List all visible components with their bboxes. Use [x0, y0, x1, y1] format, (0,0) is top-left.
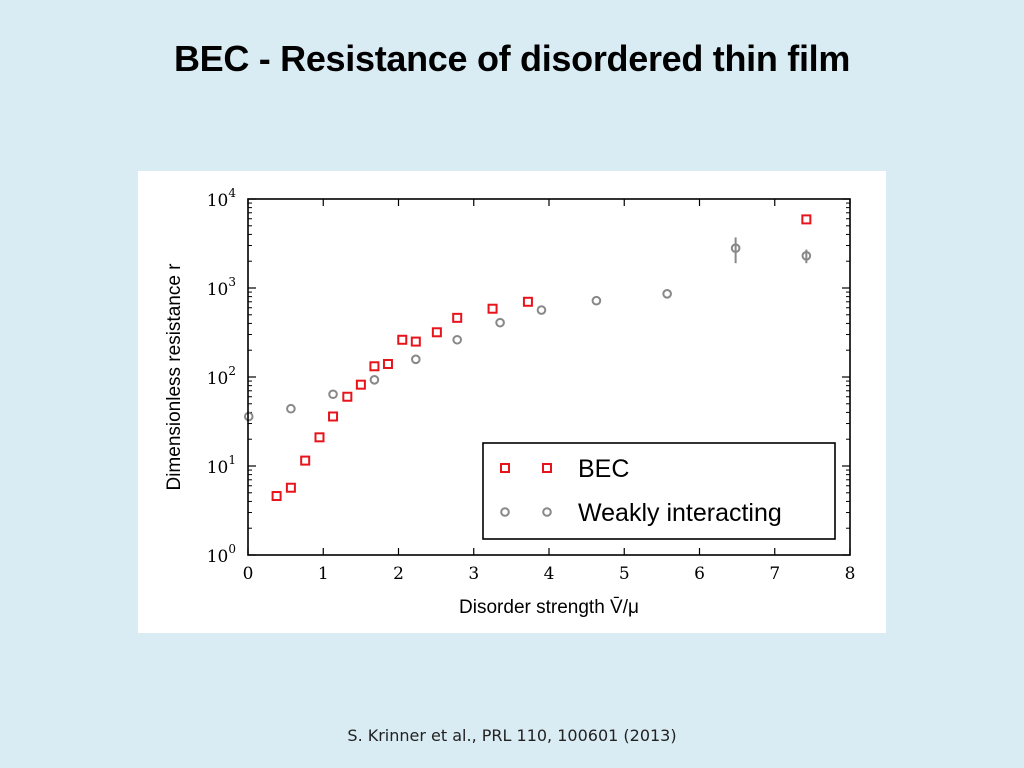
- citation: S. Krinner et al., PRL 110, 100601 (2013…: [347, 726, 677, 745]
- bec-point: [522, 296, 533, 307]
- weakly-interacting-point: [801, 251, 812, 261]
- x-tick-label: 1: [318, 564, 329, 584]
- weakly-interacting-point: [452, 334, 462, 345]
- bec-point: [342, 391, 353, 402]
- legend: BEC Weakly interacting: [482, 442, 836, 540]
- bec-point: [452, 312, 463, 323]
- slide-title: BEC - Resistance of disordered thin film: [173, 38, 851, 79]
- weakly-interacting-point: [411, 354, 421, 365]
- x-tick-label: 0: [243, 564, 254, 584]
- bec-point: [431, 327, 442, 338]
- bec-point: [369, 361, 380, 372]
- legend-marker-weakly-interacting: [542, 507, 552, 517]
- weakly-interacting-point: [328, 389, 338, 400]
- legend-marker-weakly-interacting: [500, 507, 510, 517]
- y-tick-label: 103: [207, 275, 236, 300]
- x-tick-label: 6: [694, 564, 705, 584]
- bec-point: [328, 411, 339, 422]
- legend-box: [482, 442, 836, 540]
- bec-point: [355, 379, 366, 390]
- bec-point: [271, 491, 282, 502]
- data-points: [243, 214, 812, 502]
- bec-point: [285, 482, 296, 493]
- x-tick-label: 2: [393, 564, 404, 584]
- bec-point: [487, 303, 498, 314]
- y-tick-label: 100: [207, 542, 236, 567]
- bec-point: [410, 336, 421, 347]
- weakly-interacting-point: [591, 295, 602, 306]
- legend-marker-bec: [542, 463, 552, 473]
- x-tick-label: 4: [544, 564, 555, 584]
- legend-label-bec: BEC: [578, 455, 629, 483]
- x-axis-label: Disorder strength V̄/μ: [459, 597, 639, 618]
- weakly-interacting-point: [536, 305, 547, 315]
- x-tick-label: 5: [619, 564, 630, 584]
- bec-point: [801, 214, 812, 225]
- y-axis-label: Dimensionless resistance r: [164, 263, 185, 491]
- bec-point: [314, 432, 325, 443]
- y-tick-label: 104: [207, 186, 237, 211]
- y-tick-label: 102: [207, 364, 236, 389]
- chart-figure: 0 1 2 3 4 5 6 7 8 100 101 102 103 104 Disorder streng…: [138, 171, 886, 633]
- weakly-interacting-point: [369, 375, 380, 385]
- weakly-interacting-point: [286, 403, 296, 414]
- y-tick-label: 101: [207, 453, 236, 478]
- x-tick-label: 8: [845, 564, 856, 584]
- legend-label-weakly-interacting: Weakly interacting: [578, 499, 782, 527]
- x-tick-label: 7: [769, 564, 780, 584]
- weakly-interacting-point: [495, 317, 505, 328]
- weakly-interacting-point: [730, 243, 741, 254]
- bec-point: [397, 334, 408, 345]
- bec-point: [300, 455, 311, 466]
- resistance-chart: 0 1 2 3 4 5 6 7 8 100 101 102 103 104 Disorder streng…: [164, 186, 856, 618]
- x-tick-label: 3: [468, 564, 479, 584]
- plot-frame: [247, 198, 851, 556]
- weakly-interacting-point: [662, 289, 672, 299]
- legend-marker-bec: [500, 463, 510, 473]
- bec-point: [382, 358, 393, 369]
